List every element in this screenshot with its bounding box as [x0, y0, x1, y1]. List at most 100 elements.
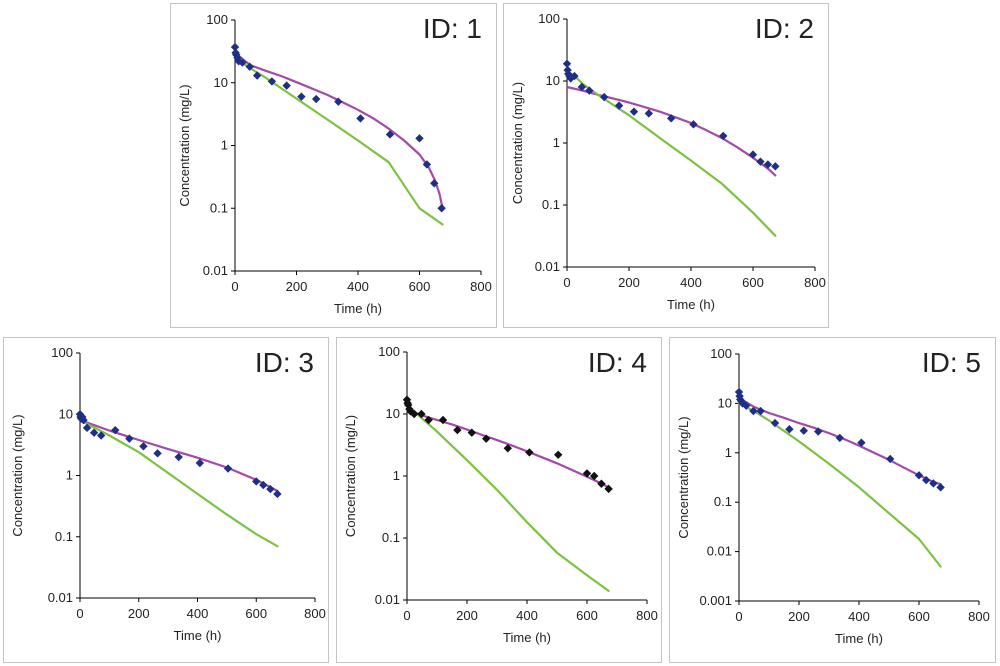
chart-panel-id3: 0.01 0.1 1 10 100 0 200 400 600 800 Time (h) Concen…: [3, 337, 329, 663]
panel-id-label: ID: 4: [588, 347, 647, 378]
chart-svg: 0.01 0.1 1 10 100 0 200 400 600 800 Time (h) Concen…: [510, 11, 826, 312]
x-tick-label: 0: [231, 279, 238, 294]
x-tick-label: 400: [347, 279, 369, 294]
data-point-marker: [914, 471, 924, 480]
data-point-marker: [417, 409, 426, 419]
x-tick-label: 800: [804, 275, 826, 290]
data-point-marker: [563, 65, 572, 75]
data-point-marker: [139, 442, 148, 451]
y-tick-label: 0.1: [382, 530, 400, 545]
x-tick-label: 400: [680, 275, 702, 290]
data-point-marker: [604, 484, 613, 494]
data-point-marker: [356, 114, 365, 123]
data-point-marker: [734, 387, 744, 397]
x-tick-label: 200: [128, 606, 150, 621]
data-point-marker: [689, 120, 698, 129]
data-point-marker: [562, 59, 572, 68]
data-point-marker: [404, 400, 413, 410]
data-point-marker: [82, 423, 92, 433]
data-point-marker: [748, 150, 758, 159]
data-point-marker: [422, 160, 432, 169]
chart-panel-id5: 0.001 0.01 0.1 1 10 100 0 200 400 600 800 Time (h) C…: [669, 337, 996, 663]
data-point-marker: [570, 71, 579, 81]
data-point-marker: [273, 489, 282, 499]
series-line-green: [78, 419, 279, 548]
x-tick-label: 600: [245, 606, 267, 621]
data-point-marker: [582, 469, 592, 478]
data-point-marker: [89, 428, 99, 437]
series-line-purple: [233, 51, 444, 210]
x-tick-label: 800: [304, 606, 326, 621]
x-axis-label: Time (h): [667, 297, 715, 312]
x-tick-label: 0: [735, 609, 742, 624]
x-tick-label: 0: [76, 606, 83, 621]
x-tick-label: 200: [286, 279, 308, 294]
y-tick-label: 1: [221, 138, 228, 153]
data-point-marker: [125, 434, 134, 443]
data-point-marker: [719, 131, 728, 141]
panel-id-label: ID: 1: [423, 13, 482, 44]
data-point-marker: [267, 77, 277, 86]
y-tick-label: 0.1: [542, 197, 560, 212]
chart-svg: 0.01 0.1 1 10 100 0 200 400 600 800 Time (h) Concen…: [177, 12, 492, 316]
y-tick-label: 100: [378, 344, 400, 359]
data-point-marker: [738, 399, 747, 408]
y-tick-label: 0.01: [535, 259, 560, 274]
y-tick-label: 10: [59, 406, 73, 421]
x-tick-label: 400: [516, 608, 538, 623]
data-point-marker: [770, 418, 780, 428]
chart-svg: 0.01 0.1 1 10 100 0 200 400 600 800 Time (h) Concen…: [10, 345, 326, 643]
x-tick-label: 200: [788, 609, 810, 624]
chart-panel-id2: 0.01 0.1 1 10 100 0 200 400 600 800 Time (h) Concen…: [503, 3, 829, 328]
data-point-marker: [763, 160, 773, 169]
y-tick-label: 0.01: [375, 592, 400, 607]
data-point-marker: [503, 444, 512, 453]
data-point-marker: [96, 431, 106, 440]
data-point-marker: [78, 412, 87, 422]
data-point-marker: [467, 428, 476, 437]
y-axis-label: Concentration (mg/L): [177, 84, 192, 206]
data-point-marker: [799, 426, 808, 435]
y-tick-label: 10: [546, 73, 560, 88]
x-tick-label: 200: [618, 275, 640, 290]
chart-svg: 0.01 0.1 1 10 100 0 200 400 600 800 Time (h) Concen…: [343, 344, 658, 645]
x-tick-label: 0: [563, 275, 570, 290]
data-point-marker: [437, 204, 446, 213]
data-point-marker: [577, 82, 587, 92]
x-tick-label: 0: [403, 608, 410, 623]
data-point-marker: [297, 92, 306, 101]
data-point-marker: [259, 480, 268, 490]
x-tick-label: 800: [968, 609, 990, 624]
data-point-marker: [79, 415, 88, 425]
data-point-marker: [525, 448, 534, 457]
x-tick-label: 800: [636, 608, 658, 623]
data-point-marker: [438, 415, 448, 425]
y-tick-label: 100: [206, 12, 228, 27]
y-tick-label: 0.1: [714, 494, 732, 509]
x-tick-label: 400: [187, 606, 209, 621]
data-point-marker: [857, 438, 866, 447]
data-point-marker: [430, 179, 439, 188]
data-point-marker: [597, 479, 606, 488]
x-axis-label: Time (h): [503, 630, 551, 645]
y-tick-label: 100: [538, 11, 560, 26]
y-tick-label: 0.1: [55, 529, 73, 544]
data-point-marker: [410, 409, 419, 419]
x-tick-label: 600: [409, 279, 431, 294]
series-line-green: [565, 70, 777, 237]
data-point-marker: [554, 450, 563, 459]
data-point-marker: [385, 130, 395, 139]
series-line-green: [405, 403, 610, 592]
data-point-marker: [111, 425, 120, 435]
data-point-marker: [223, 464, 233, 473]
data-point-marker: [415, 134, 424, 143]
data-point-marker: [644, 109, 654, 118]
x-tick-label: 400: [848, 609, 870, 624]
data-point-marker: [771, 162, 780, 171]
data-point-marker: [311, 94, 321, 104]
chart-svg: 0.001 0.01 0.1 1 10 100 0 200 400 600 800 Time (h) C…: [676, 346, 990, 646]
y-axis-label: Concentration (mg/L): [510, 82, 525, 204]
y-axis-label: Concentration (mg/L): [676, 416, 691, 538]
y-tick-label: 10: [386, 406, 400, 421]
data-point-marker: [245, 62, 254, 71]
